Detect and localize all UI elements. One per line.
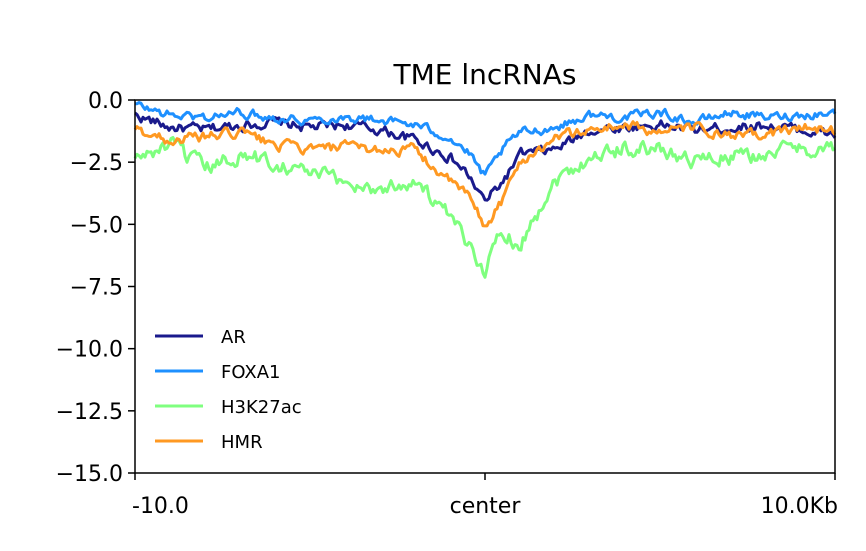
x-tick-label: -10.0 (132, 494, 189, 519)
legend-label-foxa1: FOXA1 (221, 362, 280, 383)
legend-label-hmr: HMR (221, 432, 263, 453)
y-tick-label: −7.5 (70, 276, 123, 301)
y-tick-label: −2.5 (70, 151, 123, 176)
plot-area (133, 101, 837, 279)
chart-title: TME lncRNAs (393, 58, 577, 91)
x-axis: -10.0 center 10.0Kb (132, 473, 838, 519)
legend-label-h3k27ac: H3K27ac (221, 397, 302, 418)
y-tick-label: −15.0 (56, 462, 123, 487)
y-tick-label: 0.0 (88, 89, 123, 114)
x-tick-label: 10.0Kb (761, 494, 838, 519)
series-line-hmr (133, 120, 837, 228)
legend: AR FOXA1 H3K27ac HMR (155, 327, 302, 453)
series-line-foxa1 (134, 101, 837, 176)
y-tick-label: −10.0 (56, 338, 123, 363)
y-axis: 0.0 −2.5 −5.0 −7.5 −10.0 −12.5 −15.0 (56, 89, 135, 487)
series-line-h3k27ac (133, 136, 836, 279)
y-tick-label: −5.0 (70, 213, 123, 238)
legend-label-ar: AR (221, 327, 246, 348)
x-tick-label: center (450, 494, 522, 519)
y-tick-label: −12.5 (56, 400, 123, 425)
